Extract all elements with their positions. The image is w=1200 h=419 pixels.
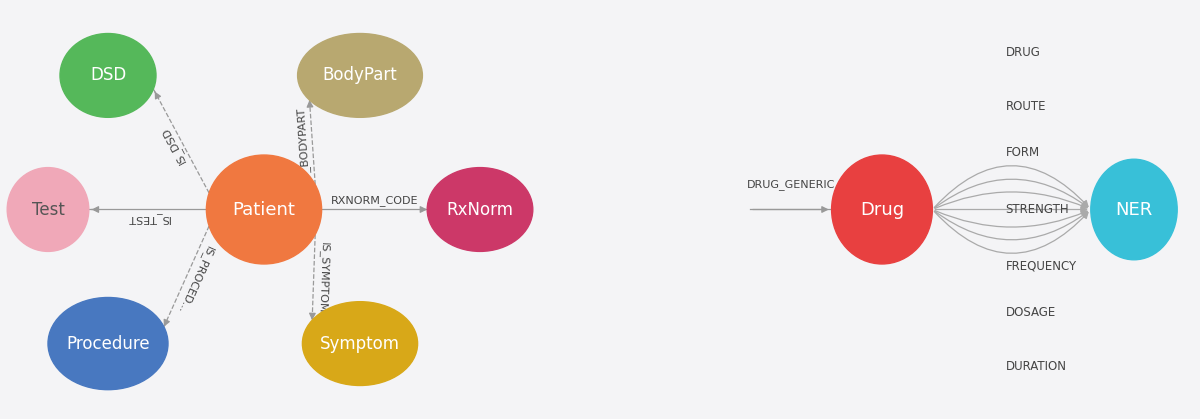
Ellipse shape: [302, 302, 418, 385]
FancyArrowPatch shape: [935, 211, 1087, 227]
FancyArrowPatch shape: [935, 212, 1088, 253]
Ellipse shape: [60, 34, 156, 117]
Ellipse shape: [48, 297, 168, 390]
Text: DRUG: DRUG: [1006, 46, 1040, 59]
Text: Test: Test: [31, 201, 65, 218]
FancyArrowPatch shape: [935, 211, 1087, 240]
Text: ROUTE: ROUTE: [1006, 100, 1046, 114]
FancyArrowPatch shape: [935, 207, 1087, 212]
Text: Symptom: Symptom: [320, 335, 400, 352]
Text: DRUG_GENERIC: DRUG_GENERIC: [746, 179, 835, 190]
FancyArrowPatch shape: [935, 192, 1087, 208]
Ellipse shape: [427, 168, 533, 251]
Text: IS_DSD: IS_DSD: [158, 125, 187, 166]
FancyArrowPatch shape: [935, 166, 1088, 207]
Text: DOSAGE: DOSAGE: [1006, 305, 1056, 319]
Text: Patient: Patient: [233, 201, 295, 218]
Text: IS_SYMPTOM: IS_SYMPTOM: [316, 242, 330, 313]
Text: STRENGTH: STRENGTH: [1006, 203, 1069, 216]
Text: NER: NER: [1115, 201, 1153, 218]
Text: FORM: FORM: [1006, 146, 1039, 160]
Ellipse shape: [7, 168, 89, 251]
Text: BodyPart: BodyPart: [323, 67, 397, 84]
Ellipse shape: [298, 34, 422, 117]
Ellipse shape: [1091, 159, 1177, 260]
Text: DSD: DSD: [90, 67, 126, 84]
Text: RXNORM_CODE: RXNORM_CODE: [331, 195, 418, 206]
Text: DURATION: DURATION: [1006, 360, 1067, 373]
Text: IS_BODYPART: IS_BODYPART: [295, 106, 311, 180]
FancyArrowPatch shape: [935, 179, 1087, 208]
Text: RxNorm: RxNorm: [446, 201, 514, 218]
Text: IS_PROCED...: IS_PROCED...: [175, 244, 215, 316]
Text: IS_TEST: IS_TEST: [126, 213, 169, 224]
Ellipse shape: [206, 155, 322, 264]
Ellipse shape: [832, 155, 932, 264]
Text: FREQUENCY: FREQUENCY: [1006, 259, 1076, 273]
Text: Procedure: Procedure: [66, 335, 150, 352]
Text: Drug: Drug: [860, 201, 904, 218]
